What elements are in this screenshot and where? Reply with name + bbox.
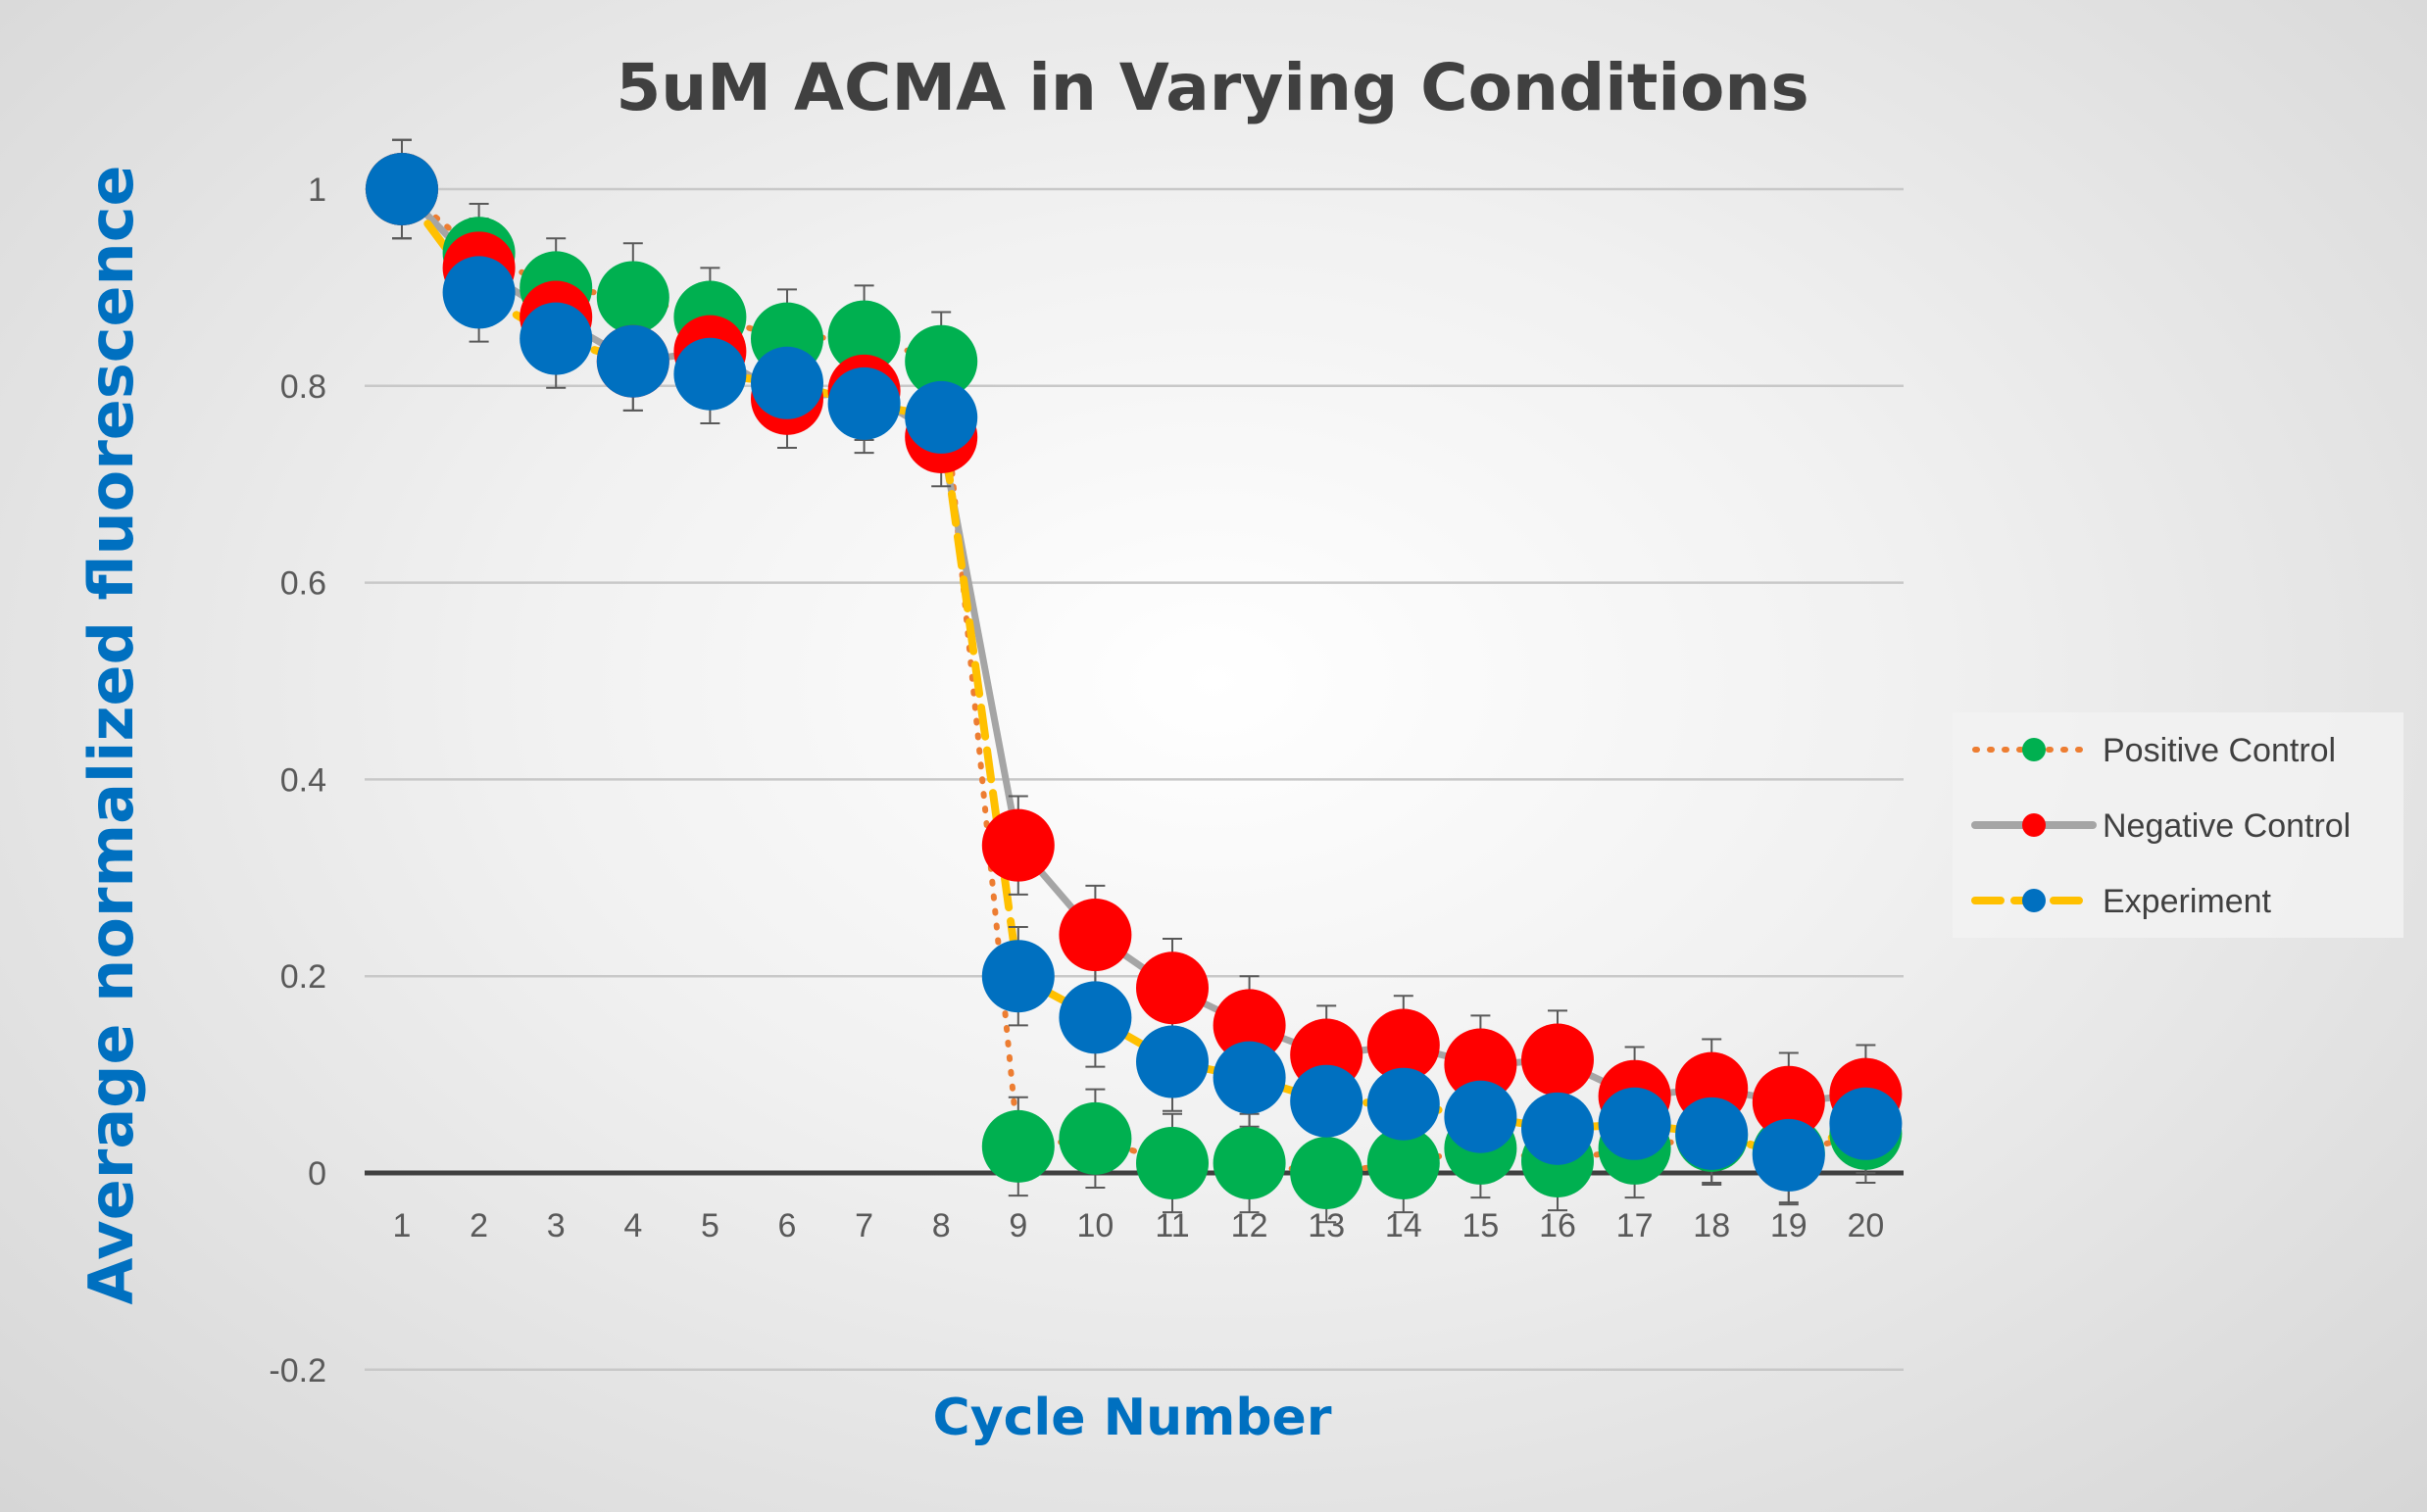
data-point-experiment: [1290, 1064, 1363, 1138]
data-point-experiment: [1444, 1080, 1517, 1153]
x-tick-label: 7: [855, 1207, 873, 1244]
data-point-experiment: [751, 346, 823, 419]
x-axis-ticks: 1 2 3 4 5 6 7 8 9 10 11 12 13 14 15 16 17 18 19 20: [393, 1207, 1885, 1244]
x-tick-label: 17: [1616, 1207, 1654, 1244]
legend-label-experiment: Experiment: [2103, 883, 2272, 920]
data-point-positive-control: [1290, 1137, 1363, 1209]
x-tick-label: 1: [393, 1207, 412, 1244]
data-point-negative-control: [1752, 1065, 1825, 1139]
data-point-experiment: [1136, 1025, 1209, 1098]
data-point-experiment: [1829, 1087, 1903, 1160]
data-point-experiment: [520, 302, 593, 375]
x-tick-label: 14: [1385, 1207, 1422, 1244]
data-point-negative-control: [1366, 1008, 1440, 1082]
data-point-experiment: [1675, 1097, 1749, 1170]
x-tick-label: 20: [1847, 1207, 1884, 1244]
data-point-positive-control: [827, 300, 901, 373]
data-point-experiment: [1366, 1067, 1440, 1141]
x-tick-label: 18: [1693, 1207, 1730, 1244]
series-line-positive-control: [399, 186, 1869, 1176]
plot-series: [366, 138, 1903, 1224]
y-axis-ticks: -0.2 0 0.2 0.4 0.6 0.8 1: [269, 171, 326, 1390]
legend-marker-positive-control: [2022, 738, 2046, 761]
data-point-experiment: [596, 324, 669, 398]
x-tick-label: 8: [932, 1207, 951, 1244]
data-point-positive-control: [905, 324, 978, 398]
x-tick-label: 19: [1770, 1207, 1808, 1244]
data-point-experiment: [366, 153, 438, 225]
series-markers: [366, 153, 1903, 1209]
data-point-positive-control: [1136, 1126, 1209, 1199]
data-point-negative-control: [1521, 1023, 1594, 1097]
x-tick-label: 12: [1231, 1207, 1268, 1244]
data-point-negative-control: [1444, 1028, 1517, 1101]
y-tick-label: -0.2: [269, 1352, 326, 1390]
data-point-positive-control: [596, 261, 669, 334]
legend-label-negative-control: Negative Control: [2103, 807, 2351, 845]
x-tick-label: 15: [1461, 1207, 1499, 1244]
data-point-experiment: [1059, 981, 1132, 1054]
y-tick-label: 0.2: [280, 958, 326, 996]
y-tick-label: 0.4: [280, 761, 326, 799]
y-tick-label: 0: [308, 1155, 326, 1193]
y-axis-title: Average normalized fluorescence: [75, 166, 147, 1305]
x-tick-label: 16: [1539, 1207, 1576, 1244]
x-tick-label: 3: [547, 1207, 566, 1244]
data-point-positive-control: [1059, 1101, 1132, 1175]
data-point-negative-control: [981, 808, 1055, 882]
chart-title: 5uM ACMA in Varying Conditions: [616, 50, 1808, 125]
gridlines: [365, 187, 1904, 1372]
data-point-experiment: [1521, 1092, 1594, 1165]
legend-label-positive-control: Positive Control: [2103, 732, 2336, 769]
y-tick-label: 0.6: [280, 565, 326, 603]
data-point-positive-control: [981, 1109, 1055, 1183]
data-point-experiment: [1598, 1087, 1671, 1160]
legend-marker-experiment: [2022, 889, 2046, 912]
x-tick-label: 2: [470, 1207, 488, 1244]
data-point-experiment: [673, 337, 747, 411]
data-point-negative-control: [1136, 951, 1209, 1025]
x-tick-label: 10: [1076, 1207, 1114, 1244]
y-tick-label: 0.8: [280, 368, 326, 406]
x-tick-label: 5: [701, 1207, 719, 1244]
data-point-positive-control: [1366, 1126, 1440, 1199]
data-point-experiment: [905, 380, 978, 454]
data-point-negative-control: [1059, 899, 1132, 972]
data-point-positive-control: [1213, 1126, 1286, 1199]
data-point-experiment: [981, 940, 1055, 1013]
x-tick-label: 9: [1009, 1207, 1027, 1244]
x-tick-label: 6: [778, 1207, 797, 1244]
legend-marker-negative-control: [2022, 813, 2046, 837]
x-tick-label: 4: [623, 1207, 642, 1244]
data-point-negative-control: [1213, 989, 1286, 1062]
y-tick-label: 1: [308, 171, 326, 209]
x-axis-title: Cycle Number: [933, 1389, 1332, 1447]
data-point-experiment: [442, 256, 516, 329]
data-point-experiment: [1213, 1041, 1286, 1114]
x-tick-label: 11: [1155, 1207, 1189, 1244]
data-point-experiment: [1752, 1118, 1825, 1192]
data-point-experiment: [827, 366, 901, 440]
legend: Positive Control Negative Control Experime…: [1953, 712, 2403, 938]
